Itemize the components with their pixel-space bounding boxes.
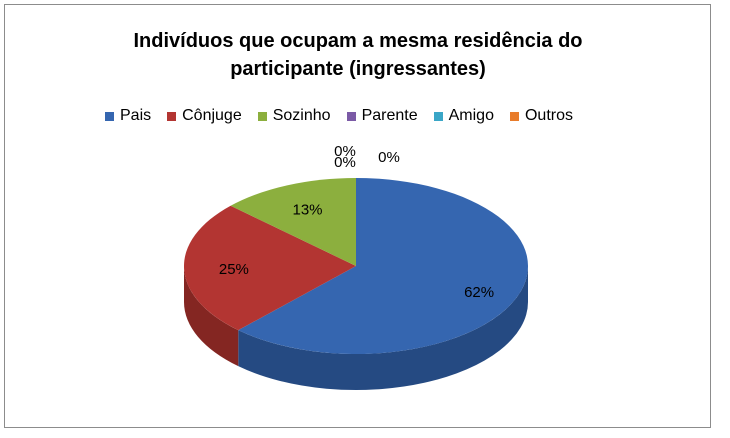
legend-item-sozinho: Sozinho [257,107,331,125]
chart-legend: Pais Cônjuge Sozinho Parente Amigo Outros [105,106,589,126]
legend-label: Cônjuge [182,107,242,124]
pie-slice-sozinho [230,178,356,266]
legend-item-parente: Parente [346,107,418,125]
legend-swatch [105,111,114,121]
data-label-amigo: 0% [334,154,356,171]
chart-title-line-2: participante (ingressantes) [230,58,486,80]
legend-item-pais: Pais [105,107,151,125]
legend-swatch [167,111,177,121]
legend-label: Parente [361,107,418,124]
legend-item-amigo: Amigo [433,107,494,125]
legend-label: Amigo [448,107,494,124]
pie-side-pais [238,266,528,390]
legend-swatch [509,111,519,121]
chart-title-line-1: Indivíduos que ocupam a mesma residência… [133,30,583,52]
pie-slice-c-njuge [184,205,356,331]
data-label-parente: 0% [334,143,356,160]
legend-swatch [257,111,267,121]
data-label-pais: 62% [464,284,494,301]
legend-item-outros: Outros [509,107,573,125]
legend-label: Sozinho [272,107,331,124]
data-label-outros: 0% [378,149,400,166]
legend-label: Outros [524,107,573,124]
data-label-c-njuge: 25% [219,261,249,278]
pie-slice-pais [238,178,528,354]
pie-side-c-njuge [184,266,239,367]
legend-item-c-njuge: Cônjuge [167,107,242,125]
legend-swatch [346,111,356,121]
chart-title: Indivíduos que ocupam a mesma residência… [0,27,716,83]
legend-label: Pais [120,107,152,124]
data-label-sozinho: 13% [292,202,322,219]
legend-swatch [433,111,443,121]
